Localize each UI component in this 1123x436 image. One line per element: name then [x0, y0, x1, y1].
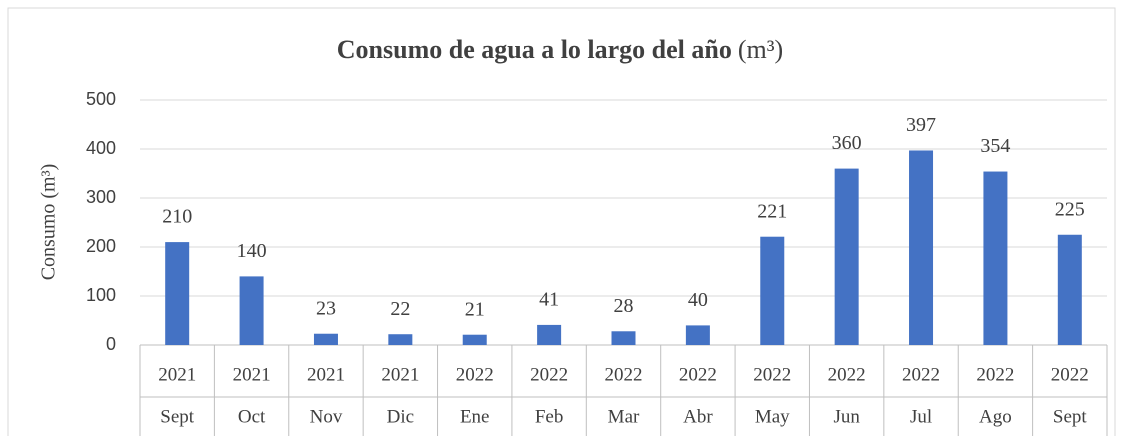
x-tick-label-year: 2022 — [753, 364, 791, 385]
x-tick-label-year: 2021 — [307, 364, 345, 385]
x-tick-label-year: 2022 — [828, 364, 866, 385]
x-tick-label: Sept — [160, 406, 195, 427]
data-label: 225 — [1055, 198, 1085, 220]
data-label: 23 — [316, 297, 336, 319]
y-axis-label: Consumo (m³) — [38, 164, 60, 281]
x-tick-label: Abr — [683, 406, 713, 427]
x-tick-label: Mar — [608, 406, 640, 427]
bar — [1057, 234, 1082, 345]
data-label: 210 — [162, 206, 192, 228]
x-tick-label-year: 2022 — [976, 364, 1014, 385]
bar — [239, 276, 264, 345]
bar — [537, 324, 562, 345]
y-tick-label: 0 — [106, 334, 116, 354]
y-tick-label: 100 — [86, 285, 116, 305]
x-tick-label-year: 2022 — [1051, 364, 1089, 385]
data-label: 21 — [465, 298, 485, 320]
bar — [685, 325, 710, 345]
data-label: 22 — [390, 298, 410, 320]
x-tick-label: Nov — [310, 406, 343, 427]
x-tick-label: Ene — [460, 406, 490, 427]
x-tick-label-year: 2021 — [381, 364, 419, 385]
x-tick-label-year: 2022 — [605, 364, 643, 385]
chart-title-unit: (m³) — [738, 35, 783, 64]
bar — [909, 150, 934, 345]
data-label: 397 — [906, 114, 936, 136]
chart-title-main: Consumo de agua a lo largo del año — [337, 35, 732, 64]
data-label: 221 — [757, 200, 787, 222]
y-tick-label: 400 — [86, 138, 116, 158]
data-label: 40 — [688, 289, 708, 311]
data-label: 28 — [614, 295, 634, 317]
bar — [313, 333, 338, 345]
x-tick-label-year: 2022 — [456, 364, 494, 385]
bar — [834, 168, 859, 345]
x-tick-label-year: 2021 — [158, 364, 196, 385]
y-tick-label: 500 — [86, 89, 116, 109]
x-tick-label: May — [755, 406, 790, 427]
x-tick-label: Jun — [833, 406, 860, 427]
y-tick-label: 200 — [86, 236, 116, 256]
chart-title: Consumo de agua a lo largo del año (m³) — [337, 35, 783, 64]
x-tick-label-year: 2022 — [902, 364, 940, 385]
data-label: 354 — [980, 135, 1010, 157]
x-tick-label-year: 2022 — [530, 364, 568, 385]
x-tick-label: Feb — [535, 406, 564, 427]
x-tick-label: Oct — [238, 406, 266, 427]
data-label: 140 — [237, 240, 267, 262]
bar — [983, 171, 1008, 345]
bar — [165, 242, 190, 345]
x-tick-label: Sept — [1053, 406, 1088, 427]
x-tick-label-year: 2022 — [679, 364, 717, 385]
x-tick-label: Jul — [910, 406, 932, 427]
bar — [462, 334, 487, 345]
x-tick-label: Dic — [387, 406, 414, 427]
bar — [760, 236, 785, 345]
bar — [611, 331, 636, 345]
x-tick-label-year: 2021 — [233, 364, 271, 385]
x-tick-label: Ago — [979, 406, 1012, 427]
y-tick-label: 300 — [86, 187, 116, 207]
data-label: 360 — [832, 132, 862, 154]
bar — [388, 334, 413, 345]
data-label: 41 — [539, 289, 559, 311]
